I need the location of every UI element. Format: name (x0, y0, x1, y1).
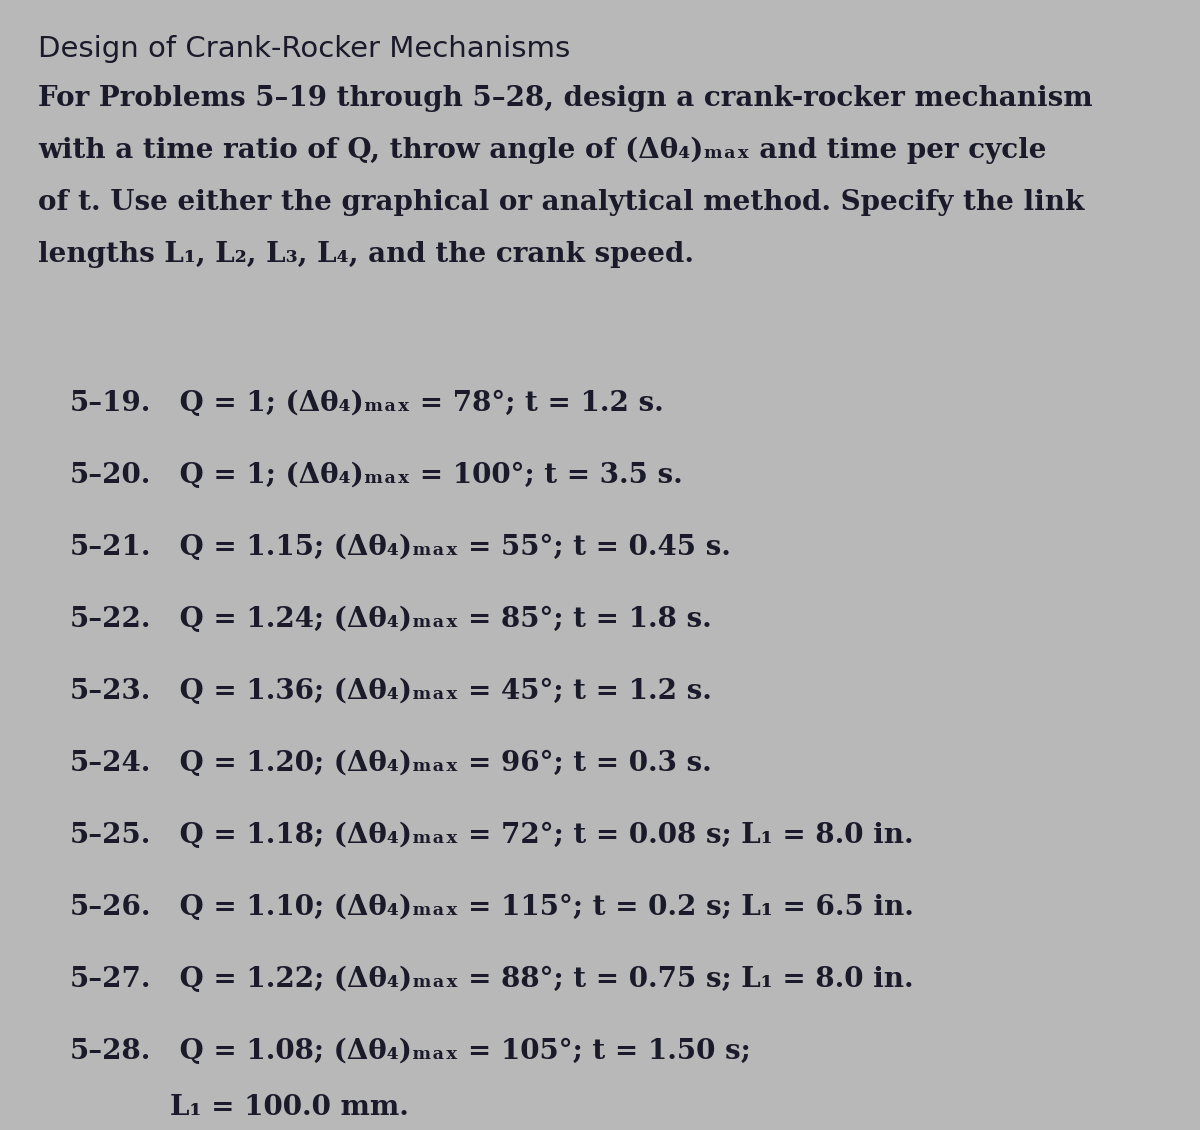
Text: 5–20.: 5–20. (70, 462, 151, 489)
Text: Q = 1.18; (Δθ₄)ₘₐₓ = 72°; t = 0.08 s; L₁ = 8.0 in.: Q = 1.18; (Δθ₄)ₘₐₓ = 72°; t = 0.08 s; L₁… (170, 822, 913, 849)
Text: 5–23.: 5–23. (70, 678, 151, 705)
Text: with a time ratio of Q, throw angle of (Δθ₄)ₘₐₓ and time per cycle: with a time ratio of Q, throw angle of (… (38, 137, 1046, 164)
Text: Q = 1; (Δθ₄)ₘₐₓ = 78°; t = 1.2 s.: Q = 1; (Δθ₄)ₘₐₓ = 78°; t = 1.2 s. (170, 390, 664, 417)
Text: Q = 1.08; (Δθ₄)ₘₐₓ = 105°; t = 1.50 s;: Q = 1.08; (Δθ₄)ₘₐₓ = 105°; t = 1.50 s; (170, 1038, 751, 1064)
Text: 5–21.: 5–21. (70, 534, 151, 560)
Text: Q = 1.36; (Δθ₄)ₘₐₓ = 45°; t = 1.2 s.: Q = 1.36; (Δθ₄)ₘₐₓ = 45°; t = 1.2 s. (170, 678, 712, 705)
Text: Q = 1.22; (Δθ₄)ₘₐₓ = 88°; t = 0.75 s; L₁ = 8.0 in.: Q = 1.22; (Δθ₄)ₘₐₓ = 88°; t = 0.75 s; L₁… (170, 966, 913, 993)
Text: Q = 1.20; (Δθ₄)ₘₐₓ = 96°; t = 0.3 s.: Q = 1.20; (Δθ₄)ₘₐₓ = 96°; t = 0.3 s. (170, 750, 712, 777)
Text: 5–24.: 5–24. (70, 750, 151, 777)
Text: Design of Crank-Rocker Mechanisms: Design of Crank-Rocker Mechanisms (38, 35, 570, 63)
Text: 5–26.: 5–26. (70, 894, 151, 921)
Text: lengths L₁, L₂, L₃, L₄, and the crank speed.: lengths L₁, L₂, L₃, L₄, and the crank sp… (38, 241, 694, 268)
Text: of t. Use either the graphical or analytical method. Specify the link: of t. Use either the graphical or analyt… (38, 189, 1085, 216)
Text: 5–22.: 5–22. (70, 606, 151, 633)
Text: 5–19.: 5–19. (70, 390, 151, 417)
Text: 5–28.: 5–28. (70, 1038, 151, 1064)
Text: 5–25.: 5–25. (70, 822, 151, 849)
Text: 5–27.: 5–27. (70, 966, 151, 993)
Text: For Problems 5–19 through 5–28, design a crank-rocker mechanism: For Problems 5–19 through 5–28, design a… (38, 85, 1093, 112)
Text: Q = 1.10; (Δθ₄)ₘₐₓ = 115°; t = 0.2 s; L₁ = 6.5 in.: Q = 1.10; (Δθ₄)ₘₐₓ = 115°; t = 0.2 s; L₁… (170, 894, 914, 921)
Text: Q = 1.15; (Δθ₄)ₘₐₓ = 55°; t = 0.45 s.: Q = 1.15; (Δθ₄)ₘₐₓ = 55°; t = 0.45 s. (170, 534, 731, 560)
Text: L₁ = 100.0 mm.: L₁ = 100.0 mm. (170, 1094, 409, 1121)
Text: Q = 1.24; (Δθ₄)ₘₐₓ = 85°; t = 1.8 s.: Q = 1.24; (Δθ₄)ₘₐₓ = 85°; t = 1.8 s. (170, 606, 712, 633)
Text: Q = 1; (Δθ₄)ₘₐₓ = 100°; t = 3.5 s.: Q = 1; (Δθ₄)ₘₐₓ = 100°; t = 3.5 s. (170, 462, 683, 489)
